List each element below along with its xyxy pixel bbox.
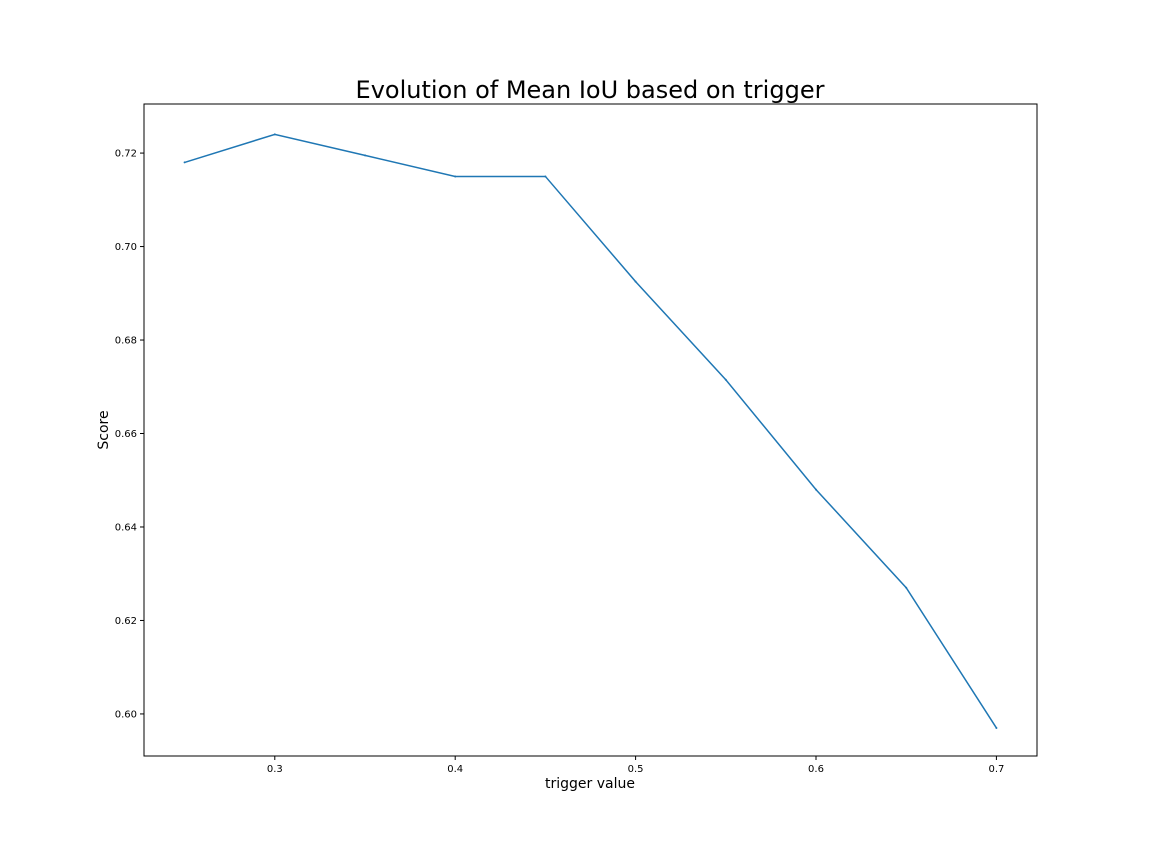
y-tick-label: 0.62	[115, 616, 137, 627]
y-tick-label: 0.66	[115, 429, 137, 440]
y-tick-label: 0.68	[115, 336, 137, 347]
x-tick-label: 0.7	[988, 764, 1004, 775]
y-axis: 0.60 0.62 0.64 0.66 0.68 0.70 0.72	[115, 149, 144, 720]
plot-frame	[143, 103, 1038, 757]
x-tick-label: 0.6	[808, 764, 824, 775]
y-tick-label: 0.70	[115, 242, 137, 253]
data-point	[183, 161, 186, 164]
data-points	[183, 133, 998, 729]
data-point	[363, 154, 366, 157]
chart-title: Evolution of Mean IoU based on trigger	[356, 76, 825, 104]
data-point	[544, 175, 547, 178]
x-axis: 0.3 0.4 0.5 0.6 0.7	[267, 756, 1004, 775]
data-point	[724, 378, 727, 381]
y-tick-label: 0.72	[115, 149, 137, 160]
x-tick-label: 0.5	[628, 764, 644, 775]
series-line	[184, 133, 998, 729]
y-tick-label: 0.64	[115, 522, 137, 533]
y-tick-label: 0.60	[115, 709, 137, 720]
x-tick-label: 0.3	[267, 764, 283, 775]
data-point	[273, 133, 276, 136]
data-point	[815, 488, 818, 491]
data-point	[995, 726, 998, 729]
data-point	[905, 586, 908, 589]
data-point	[634, 280, 637, 283]
x-axis-label: trigger value	[545, 776, 635, 792]
y-axis-label: Score	[96, 410, 112, 449]
x-tick-label: 0.4	[447, 764, 463, 775]
data-point	[454, 175, 457, 178]
